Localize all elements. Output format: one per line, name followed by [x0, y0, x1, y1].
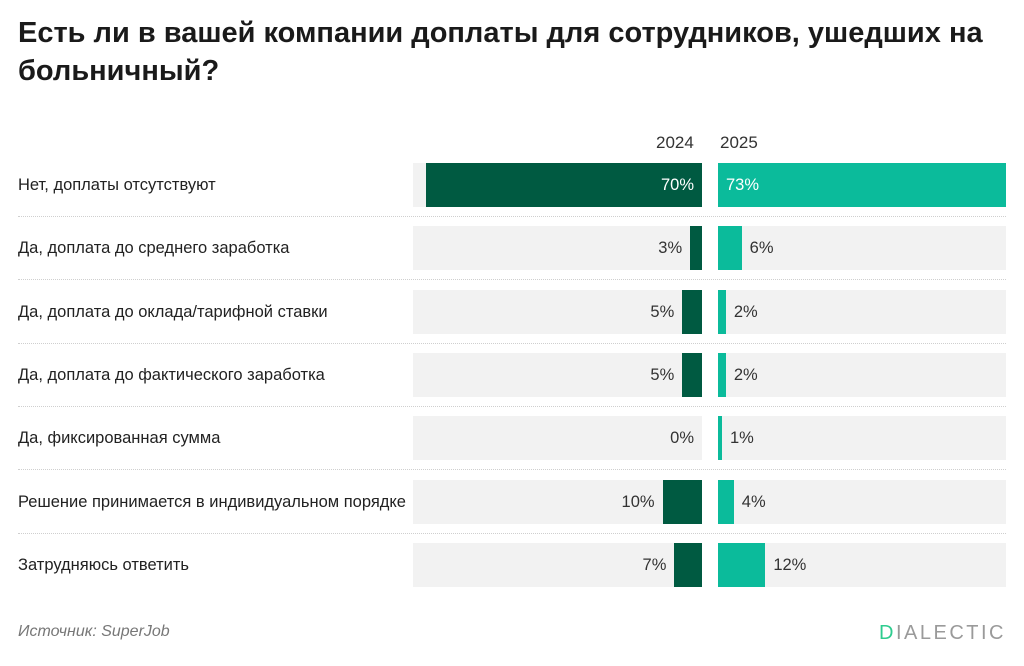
bar-2025 — [718, 352, 726, 397]
value-label-2025: 2% — [733, 365, 758, 384]
bar-track-2025 — [718, 226, 1006, 271]
row-separator — [18, 405, 1006, 407]
category-label: Решение принимается в индивидуальном пор… — [18, 492, 406, 511]
bar-2025 — [718, 416, 722, 461]
bar-2024 — [682, 352, 702, 397]
category-label: Да, доплата до оклада/тарифной ставки — [18, 302, 328, 321]
source-note: Источник: SuperJob — [18, 623, 170, 640]
series-header-2025: 2025 — [720, 133, 758, 152]
bar-track-2024 — [413, 226, 702, 271]
bar-2024 — [682, 289, 702, 334]
bar-track-2025 — [718, 542, 1006, 587]
category-label: Да, фиксированная сумма — [18, 429, 221, 448]
row-separator — [18, 342, 1006, 344]
bar-track-2024 — [413, 352, 702, 397]
bar-track-2025 — [718, 416, 1006, 461]
bar-2024 — [425, 163, 702, 207]
category-label: Да, доплата до фактического заработка — [18, 365, 325, 384]
bar-track-2025 — [718, 479, 1006, 524]
bar-2024 — [662, 479, 702, 524]
bar-2025 — [718, 163, 1006, 207]
value-label-2025: 1% — [729, 429, 754, 448]
chart-title: Есть ли в вашей компании доплаты для сот… — [18, 17, 983, 87]
value-label-2024: 10% — [621, 492, 655, 511]
row-separator — [18, 216, 1006, 217]
bar-track-2025 — [718, 352, 1006, 397]
category-label: Затрудняюсь ответить — [18, 555, 190, 574]
value-label-2024: 3% — [658, 239, 683, 258]
bar-track-2025 — [718, 289, 1006, 334]
bar-2025 — [718, 289, 726, 334]
value-label-2024: 0% — [670, 429, 694, 448]
value-label-2024: 7% — [642, 555, 667, 574]
value-label-2025: 12% — [773, 555, 807, 574]
category-label: Да, доплата до среднего заработка — [18, 239, 290, 258]
bar-2024 — [690, 226, 702, 271]
row-separator — [18, 279, 1006, 281]
row-separator — [18, 469, 1006, 471]
bar-track-2024 — [413, 416, 702, 461]
value-label-2025: 4% — [741, 492, 766, 511]
bar-2025 — [718, 479, 734, 524]
bar-2025 — [718, 226, 742, 271]
value-label-2024: 5% — [650, 365, 675, 384]
value-label-2024: 70% — [660, 176, 694, 194]
bar-2024 — [674, 542, 702, 587]
bar-track-2024 — [413, 542, 702, 587]
value-label-2025: 73% — [726, 176, 760, 194]
series-header-2024: 2024 — [656, 133, 694, 152]
bar-track-2024 — [413, 289, 702, 334]
bar-track-2024 — [413, 479, 702, 524]
value-label-2024: 5% — [650, 302, 675, 321]
dialectic-logo: DIALECTIC — [879, 622, 1006, 644]
value-label-2025: 2% — [733, 302, 758, 321]
category-label: Нет, доплаты отсутствуют — [18, 176, 216, 194]
value-label-2025: 6% — [749, 239, 774, 258]
bar-2025 — [718, 542, 766, 587]
row-separator — [18, 532, 1006, 534]
